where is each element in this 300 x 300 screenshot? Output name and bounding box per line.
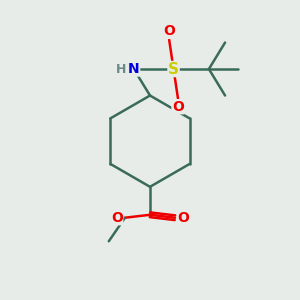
Text: O: O bbox=[163, 24, 175, 38]
Text: O: O bbox=[111, 211, 123, 225]
Text: S: S bbox=[168, 61, 179, 76]
Text: H: H bbox=[116, 62, 127, 76]
Text: O: O bbox=[172, 100, 184, 114]
Text: O: O bbox=[177, 211, 189, 225]
Text: N: N bbox=[128, 62, 140, 76]
